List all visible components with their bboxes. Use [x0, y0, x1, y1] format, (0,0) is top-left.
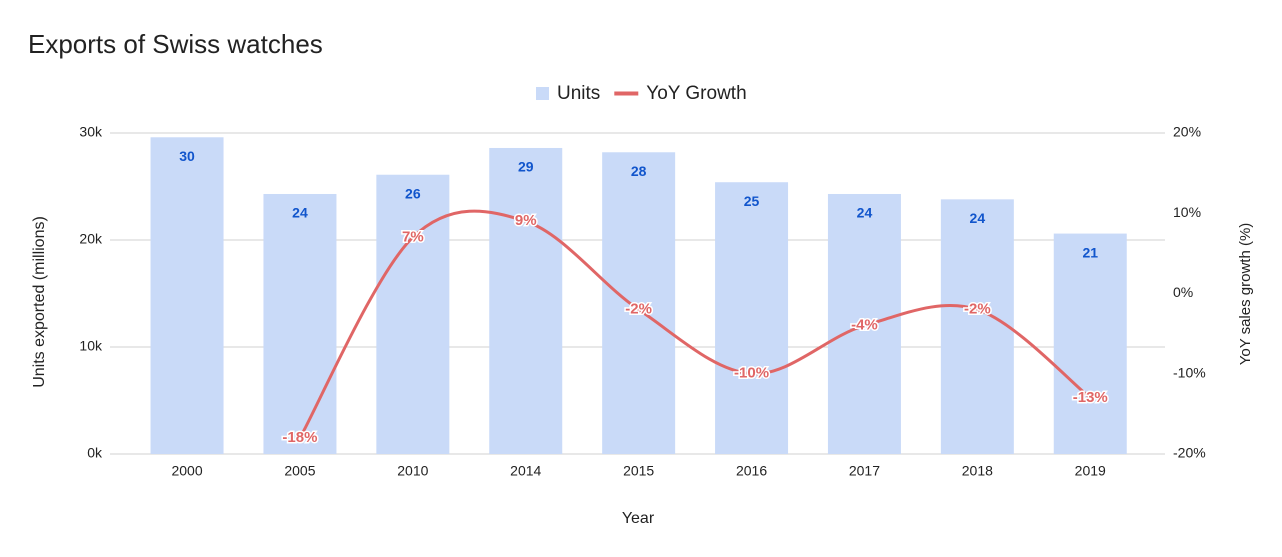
bar: [1053, 233, 1127, 454]
y-tick-label: 10k: [79, 338, 103, 354]
y2-axis-title: YoY sales growth (%): [1237, 223, 1254, 366]
x-tick-label: 2014: [510, 463, 541, 479]
x-tick-label: 2016: [736, 463, 767, 479]
bar-label: 24: [857, 205, 873, 221]
line-label: -2%: [964, 301, 991, 318]
bar: [715, 182, 789, 454]
line-label: 9%: [515, 212, 537, 229]
x-tick-label: 2015: [623, 463, 654, 479]
y-axis-title: Units exported (millions): [31, 216, 48, 388]
bar: [602, 152, 676, 454]
bar-label: 30: [179, 148, 195, 164]
line-label: -13%: [1073, 389, 1108, 406]
line-label: -18%: [282, 429, 317, 446]
x-tick-label: 2000: [171, 463, 202, 479]
bar-label: 25: [744, 193, 760, 209]
y2-tick-label: -10%: [1173, 364, 1206, 380]
bar-label: 29: [518, 159, 534, 175]
bar-label: 24: [970, 210, 986, 226]
x-tick-label: 2018: [962, 463, 993, 479]
x-axis-title: Year: [622, 510, 655, 527]
y-tick-label: 0k: [87, 445, 103, 461]
bar-label: 21: [1082, 244, 1098, 260]
bar: [263, 193, 337, 455]
y2-tick-label: 0%: [1173, 284, 1193, 300]
bar: [489, 147, 563, 455]
legend-swatch: [536, 87, 549, 100]
bar: [376, 174, 450, 455]
line-label: -4%: [851, 317, 878, 334]
y2-tick-label: -20%: [1173, 445, 1206, 461]
y-tick-label: 30k: [79, 124, 103, 140]
chart-title: Exports of Swiss watches: [28, 29, 323, 59]
x-tick-label: 2010: [397, 463, 428, 479]
line-label: -2%: [625, 301, 652, 318]
bar-label: 24: [292, 205, 308, 221]
bar-label: 28: [631, 163, 647, 179]
legend-label: YoY Growth: [646, 83, 746, 104]
bar: [940, 199, 1014, 454]
y-tick-label: 20k: [79, 231, 103, 247]
bar: [827, 193, 901, 455]
line-label: -10%: [734, 365, 769, 382]
x-tick-label: 2005: [284, 463, 315, 479]
line-label: 7%: [402, 228, 424, 245]
x-tick-label: 2019: [1075, 463, 1106, 479]
y2-tick-label: 20%: [1173, 124, 1201, 140]
x-tick-label: 2017: [849, 463, 880, 479]
line: [298, 209, 1092, 439]
y2-tick-label: 10%: [1173, 204, 1201, 220]
legend-label: Units: [557, 83, 600, 104]
bar: [150, 137, 224, 454]
bar-label: 26: [405, 185, 421, 201]
